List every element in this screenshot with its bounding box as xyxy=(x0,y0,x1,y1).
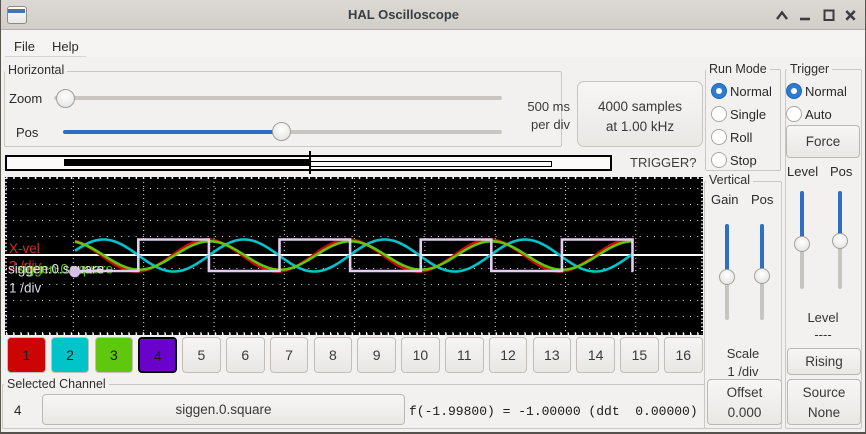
svg-text:2 /div: 2 /div xyxy=(9,259,42,274)
svg-text:X-vel: X-vel xyxy=(9,241,40,256)
svg-text:siggen.0.square: siggen.0.square xyxy=(17,262,113,277)
svg-text:1 /div: 1 /div xyxy=(9,281,42,296)
svg-text:siggen.0.square: siggen.0.square xyxy=(8,262,104,277)
